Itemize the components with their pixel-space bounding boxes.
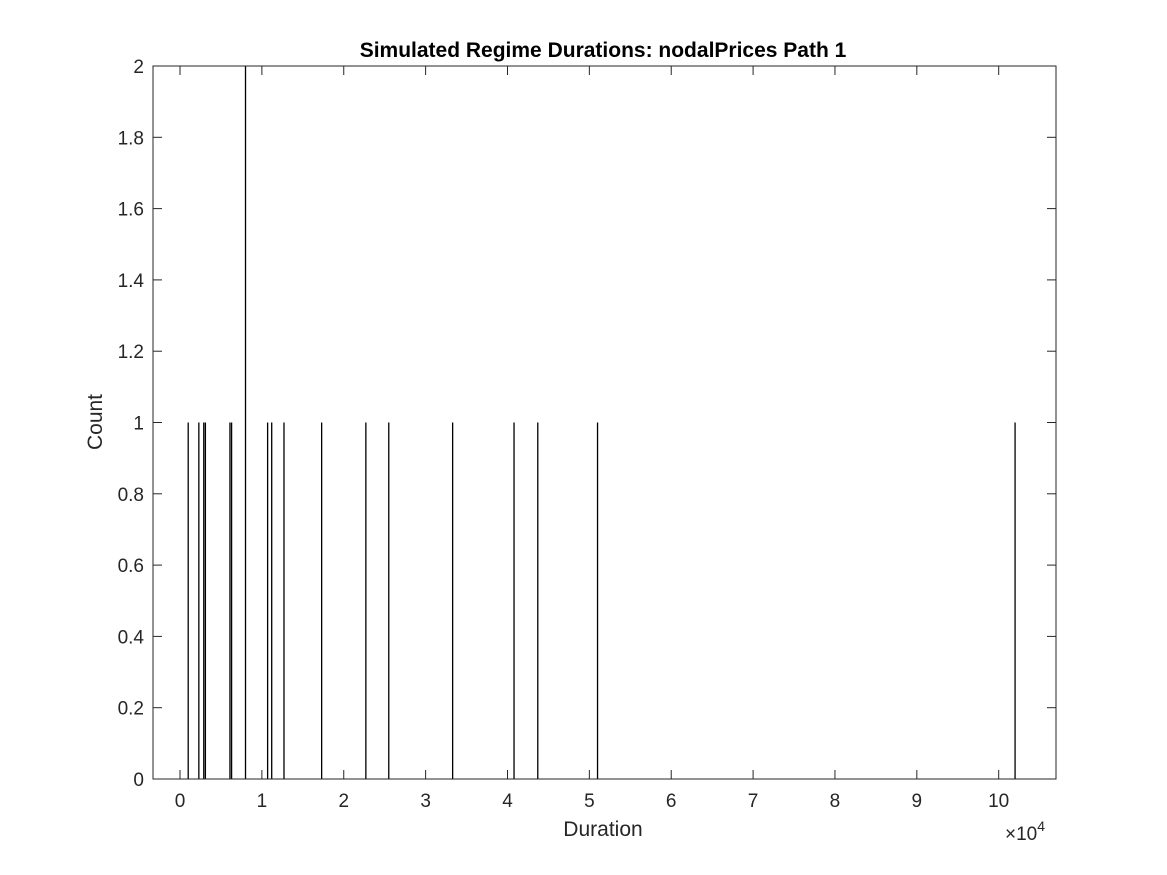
y-tick-label-3: 0.6 xyxy=(118,556,144,577)
x-tick-label-9: 9 xyxy=(912,791,923,812)
y-tick-label-10: 2 xyxy=(133,57,144,78)
x-exponent-label: ×104 xyxy=(1005,818,1045,845)
y-tick-label-1: 0.2 xyxy=(118,699,144,720)
x-exponent-base: ×10 xyxy=(1005,824,1037,845)
x-tick-label-5: 5 xyxy=(584,791,595,812)
y-tick-label-5: 1 xyxy=(133,414,144,435)
x-tick-label-3: 3 xyxy=(420,791,431,812)
y-tick-label-2: 0.4 xyxy=(118,627,145,648)
y-axis-label: Count xyxy=(84,394,107,450)
x-exponent-power: 4 xyxy=(1037,818,1045,834)
plot-area xyxy=(153,66,1056,779)
y-tick-label-6: 1.2 xyxy=(118,342,144,363)
x-tick-label-10: 10 xyxy=(988,791,1009,812)
x-tick-label-7: 7 xyxy=(748,791,759,812)
x-tick-label-1: 1 xyxy=(257,791,268,812)
x-tick-label-0: 0 xyxy=(175,791,186,812)
x-tick-label-6: 6 xyxy=(666,791,677,812)
ticks-group: 0 1 2 3 4 5 6 7 8 9 10 0 0.2 0.4 0.6 0.8 1 1.2 1.4 1.6 1.8 2 xyxy=(118,57,1056,812)
chart-title: Simulated Regime Durations: nodalPrices … xyxy=(360,39,847,62)
x-axis-label: Duration xyxy=(563,818,642,841)
y-tick-label-8: 1.6 xyxy=(118,200,144,221)
y-tick-label-7: 1.4 xyxy=(118,271,145,292)
x-tick-label-2: 2 xyxy=(338,791,349,812)
y-tick-label-4: 0.8 xyxy=(118,485,144,506)
x-tick-label-4: 4 xyxy=(502,791,513,812)
x-tick-label-8: 8 xyxy=(830,791,841,812)
y-tick-label-0: 0 xyxy=(133,770,144,791)
y-tick-label-9: 1.8 xyxy=(118,128,144,149)
axes-box xyxy=(152,65,1057,780)
